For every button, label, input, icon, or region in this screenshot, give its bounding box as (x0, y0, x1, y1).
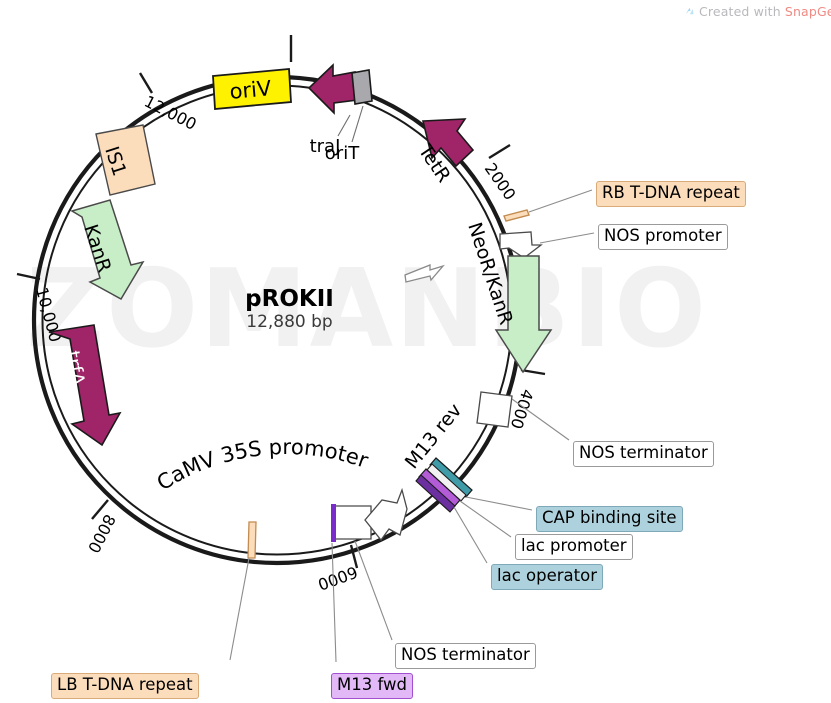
callout-cap-binding-site[interactable]: CAP binding site (536, 506, 683, 532)
feature-tetr[interactable]: TetR (413, 118, 475, 187)
feature-kanr[interactable]: KanR (70, 199, 145, 301)
tick-label-12000: 12,000 (141, 92, 200, 134)
feature-label-trfa: trfA (61, 349, 89, 387)
tick-4000 (520, 368, 546, 376)
feature-label-traj: traJ (310, 136, 341, 157)
feature-orit[interactable]: oriT (325, 69, 373, 164)
feature-label-oriv: oriV (229, 76, 273, 104)
feature-open-arrow-bottom[interactable] (364, 487, 408, 542)
callout-leader-lines (229, 189, 595, 663)
plasmid-size: 12,880 bp (246, 312, 333, 332)
callout-m13-fwd[interactable]: M13 fwd (331, 673, 413, 699)
tick-label-6000: 6000 (315, 562, 360, 594)
feature-nos-terminator-2[interactable] (331, 504, 372, 542)
feature-nos-terminator-1[interactable] (476, 391, 513, 428)
feature-rb-t-dna-repeat[interactable] (503, 209, 530, 222)
feature-lac-promoter (426, 463, 467, 502)
feature-nos-promoter[interactable] (499, 231, 543, 259)
feature-label-orit: oriT (325, 143, 360, 164)
feature-camv-35s-promoter[interactable]: CaMV 35S promoter (153, 435, 372, 495)
snapgene-logo-icon (684, 5, 695, 16)
credit-prefix: Created with (699, 4, 785, 19)
callout-nos-terminator-1[interactable]: NOS terminator (573, 441, 714, 467)
callout-nos-terminator-2[interactable]: NOS terminator (395, 643, 536, 669)
feature-label-camv-35s: CaMV 35S promoter (153, 435, 372, 495)
feature-lac-operator (415, 474, 456, 513)
callout-lac-promoter[interactable]: lac promoter (515, 534, 633, 560)
tick-6000 (349, 544, 359, 569)
callout-lac-operator[interactable]: lac operator (491, 564, 603, 590)
feature-is1[interactable]: IS1 (95, 124, 156, 196)
callout-rb-t-dna-repeat[interactable]: RB T-DNA repeat (596, 181, 746, 207)
callout-nos-promoter[interactable]: NOS promoter (598, 224, 728, 250)
tick-label-8000: 8000 (84, 511, 119, 556)
feature-open-arrow-centre[interactable] (404, 264, 445, 283)
tick-8000 (91, 499, 109, 520)
snapgene-credit: Created with SnapGene® (684, 4, 831, 19)
tick-2000 (488, 143, 511, 160)
plasmid-name: pROKII (245, 286, 334, 312)
tick-label-4000: 4000 (507, 387, 538, 432)
credit-brand: SnapGene (784, 4, 831, 19)
callout-lb-t-dna-repeat[interactable]: LB T-DNA repeat (51, 673, 199, 699)
tick-10000 (16, 272, 41, 281)
tick-12000 (138, 72, 154, 94)
feature-lb-t-dna-repeat[interactable] (247, 521, 257, 559)
feature-oriv[interactable]: oriV (212, 68, 292, 110)
feature-mcs-cluster[interactable] (415, 457, 473, 513)
feature-trfa[interactable]: trfA (48, 324, 122, 447)
ruler-ticks (16, 35, 546, 569)
